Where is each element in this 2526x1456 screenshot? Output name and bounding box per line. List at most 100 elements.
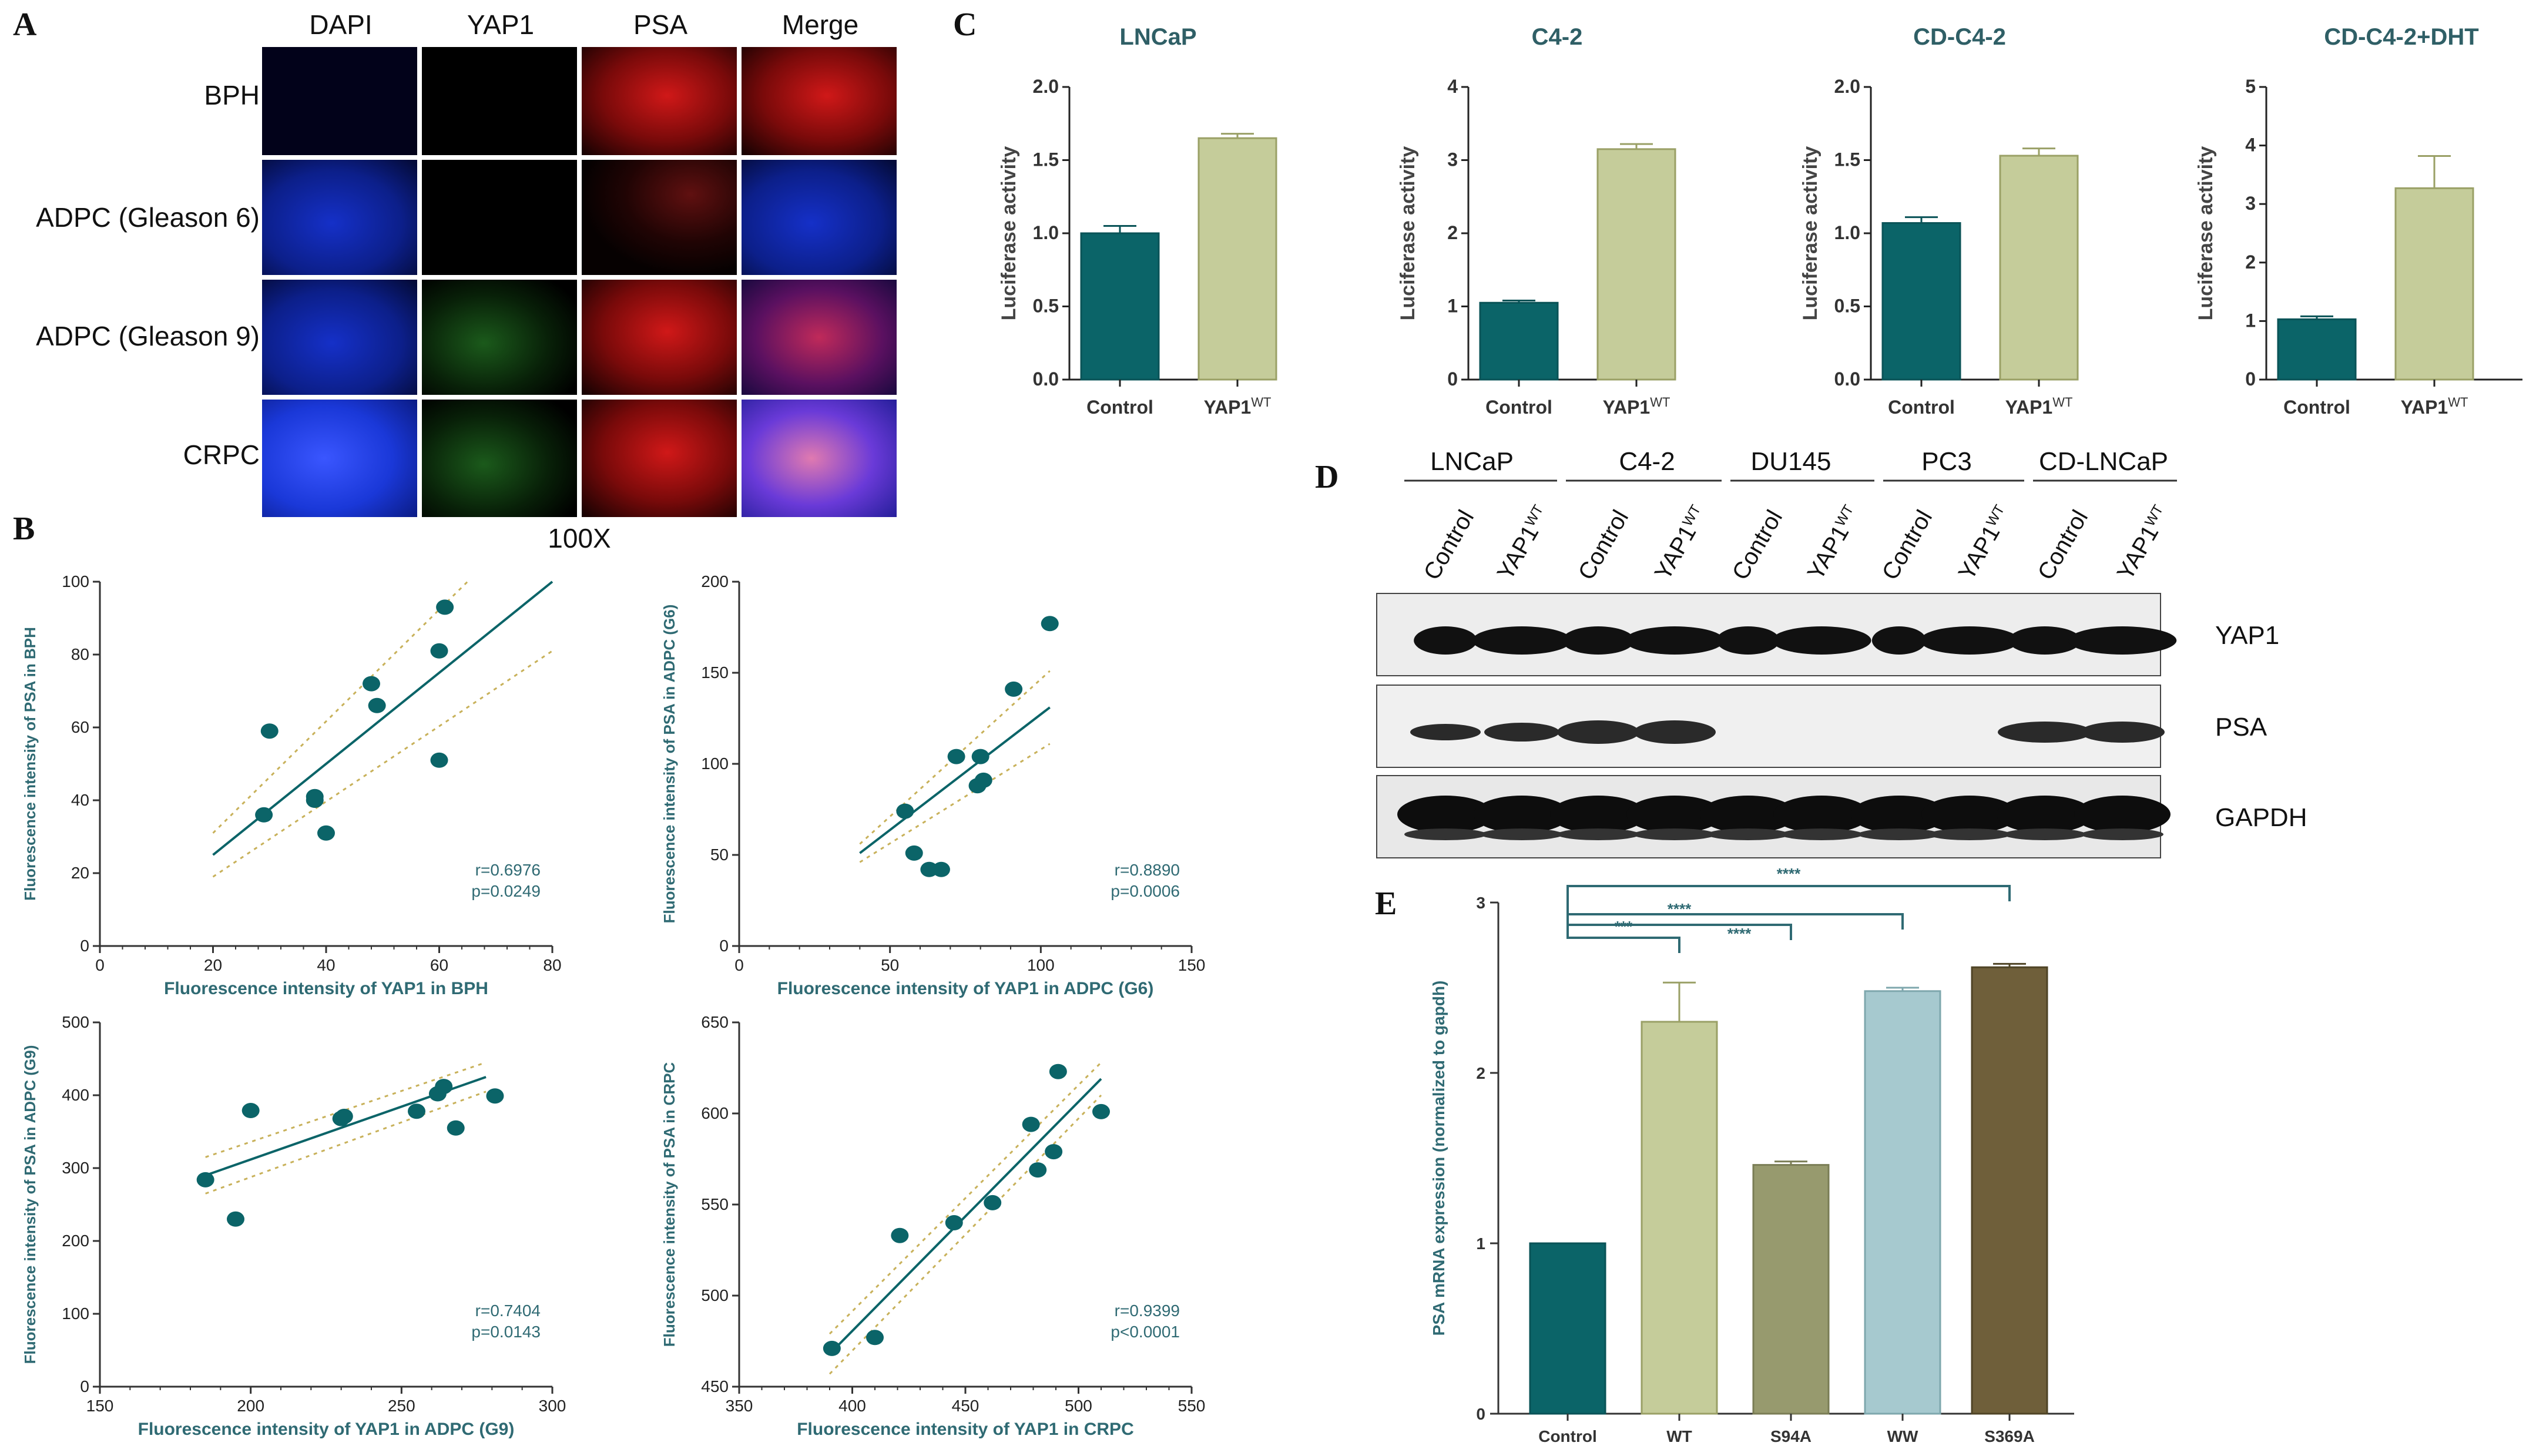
bar-s94a xyxy=(1752,1164,1830,1415)
bar-control xyxy=(1881,222,1961,381)
y-axis-label: Fluorescence intensity of PSA in ADPC (G… xyxy=(660,605,678,924)
y-tick-label: 3 xyxy=(1447,149,1458,170)
data-point xyxy=(974,772,992,788)
magnification-label: 100X xyxy=(548,523,610,553)
y-tick-label: 450 xyxy=(701,1377,729,1395)
y-tick-label: 0 xyxy=(1447,368,1458,390)
row-label-crpc: CRPC xyxy=(183,440,260,470)
tile-g9-psa xyxy=(582,280,737,395)
tile-g9-merge xyxy=(742,280,897,395)
band-gapdh xyxy=(2074,796,2171,833)
panel-letter-d: D xyxy=(1315,459,1339,495)
band-psa xyxy=(1998,722,2092,743)
cell-line-c4-2: C4-2 xyxy=(1619,447,1675,476)
tile-bph-merge xyxy=(742,47,897,155)
band-gapdh-lower xyxy=(2004,828,2086,840)
chart-b-crpc: 450 500 550 600 650 350 400 450 500 550 Fluorescen… xyxy=(660,1013,1205,1439)
panel-a-column-headers: DAPI YAP1 PSA Merge xyxy=(309,9,858,40)
bar-yap1 xyxy=(2394,187,2474,381)
band-gapdh xyxy=(1851,796,1947,833)
column-header-yap1: YAP1 xyxy=(467,9,534,40)
y-tick-label: 0.5 xyxy=(1033,296,1059,317)
chart-title: CD-C4-2+DHT xyxy=(2324,24,2478,50)
band-yap1 xyxy=(2068,626,2177,655)
y-tick-label: 0 xyxy=(719,937,729,955)
y-tick-label: 2.0 xyxy=(1033,76,1059,97)
lane-label: Control xyxy=(1419,506,1480,585)
data-point xyxy=(447,1120,465,1136)
lane-label: YAP1WT xyxy=(1650,502,1713,585)
significance-bracket xyxy=(1566,885,2011,903)
panel-letter-b: B xyxy=(13,511,35,547)
lane-label: Control xyxy=(1574,506,1634,585)
y-tick-label: 0 xyxy=(1476,1405,1485,1423)
band-yap1 xyxy=(1414,626,1477,655)
data-point xyxy=(1041,616,1059,632)
band-gapdh xyxy=(1921,796,2018,833)
data-point xyxy=(932,861,950,877)
r-value: r=0.6976 xyxy=(475,861,541,879)
data-point xyxy=(430,643,448,659)
data-point xyxy=(823,1340,841,1356)
data-point xyxy=(317,825,335,841)
blot-bands xyxy=(1397,626,2177,840)
y-tick-label: 2.0 xyxy=(1834,76,1860,97)
data-point xyxy=(260,723,279,739)
column-header-dapi: DAPI xyxy=(309,9,372,40)
x-tick-label: 0 xyxy=(734,956,744,974)
band-gapdh xyxy=(1474,796,1570,833)
p-value: p=0.0249 xyxy=(471,882,541,900)
y-tick-label: 4 xyxy=(2245,135,2256,156)
y-axis-label: PSA mRNA expression (normalized to gapdh… xyxy=(1430,981,1448,1336)
chart-c-cd-c4-2: CD-C4-2 0.0 0.5 1.0 1.5 2.0 Luciferase activit… xyxy=(1799,24,2079,418)
significance-label: *** xyxy=(1615,918,1633,935)
panel-a-row-labels: BPH ADPC (Gleason 6) ADPC (Gleason 9) CR… xyxy=(36,80,260,470)
lane-label: Control xyxy=(1727,506,1788,585)
y-tick-label: 100 xyxy=(62,572,89,591)
y-tick-label: 600 xyxy=(701,1104,729,1122)
y-axis-label: Fluorescence intensity of PSA in CRPC xyxy=(660,1062,678,1347)
y-tick-label: 5 xyxy=(2245,76,2256,97)
y-axis-label: Luciferase activity xyxy=(1397,146,1419,321)
band-label-yap1: YAP1 xyxy=(2215,621,2279,650)
chart-title: C4-2 xyxy=(1532,24,1583,50)
y-tick-label: 3 xyxy=(2245,193,2256,214)
p-value: p<0.0001 xyxy=(1111,1323,1180,1341)
x-tick-label: 80 xyxy=(543,956,561,974)
panel-letter-c: C xyxy=(953,6,977,43)
x-axis-label: Fluorescence intensity of YAP1 in CRPC xyxy=(797,1420,1134,1439)
ci-lower-line xyxy=(212,650,553,878)
lane-label: YAP1WT xyxy=(1803,502,1866,585)
y-tick-label: 0.0 xyxy=(1033,368,1059,390)
cell-line-headers: LNCaP C4-2 DU145 PC3 CD-LNCaP xyxy=(1404,447,2177,482)
x-tick-label: 300 xyxy=(539,1397,566,1415)
x-tick-label: 250 xyxy=(388,1397,415,1415)
bar-control xyxy=(2277,318,2357,381)
x-tick-label: 500 xyxy=(1065,1397,1092,1415)
y-axis-label: Luciferase activity xyxy=(998,146,1020,321)
panel-letter-a: A xyxy=(13,6,37,43)
x-axis-label: Fluorescence intensity of YAP1 in ADPC (… xyxy=(138,1420,515,1439)
chart-title: LNCaP xyxy=(1119,24,1196,50)
y-tick-label: 1.5 xyxy=(1834,149,1860,170)
x-tick-label: Control xyxy=(1086,397,1153,418)
band-psa xyxy=(1410,724,1481,740)
band-gapdh xyxy=(1997,796,2093,833)
band-label-gapdh: GAPDH xyxy=(2215,803,2307,832)
lane-label: YAP1WT xyxy=(1492,502,1555,585)
y-tick-label: 0.5 xyxy=(1834,296,1860,317)
y-tick-label: 1.5 xyxy=(1033,149,1059,170)
cell-line-du145: DU145 xyxy=(1751,447,1831,476)
band-gapdh-lower xyxy=(1633,828,1716,840)
row-label-adpc-g6: ADPC (Gleason 6) xyxy=(36,202,260,233)
x-tick-label: 50 xyxy=(881,956,899,974)
band-gapdh-lower xyxy=(1780,828,1863,840)
band-gapdh xyxy=(1773,796,1870,833)
tile-bph-dapi xyxy=(262,47,417,155)
x-tick-label: YAP1WT xyxy=(1603,395,1670,418)
r-value: r=0.7404 xyxy=(475,1301,541,1320)
band-gapdh-lower xyxy=(1858,828,1940,840)
x-tick-label: 350 xyxy=(726,1397,753,1415)
data-point xyxy=(227,1211,244,1227)
